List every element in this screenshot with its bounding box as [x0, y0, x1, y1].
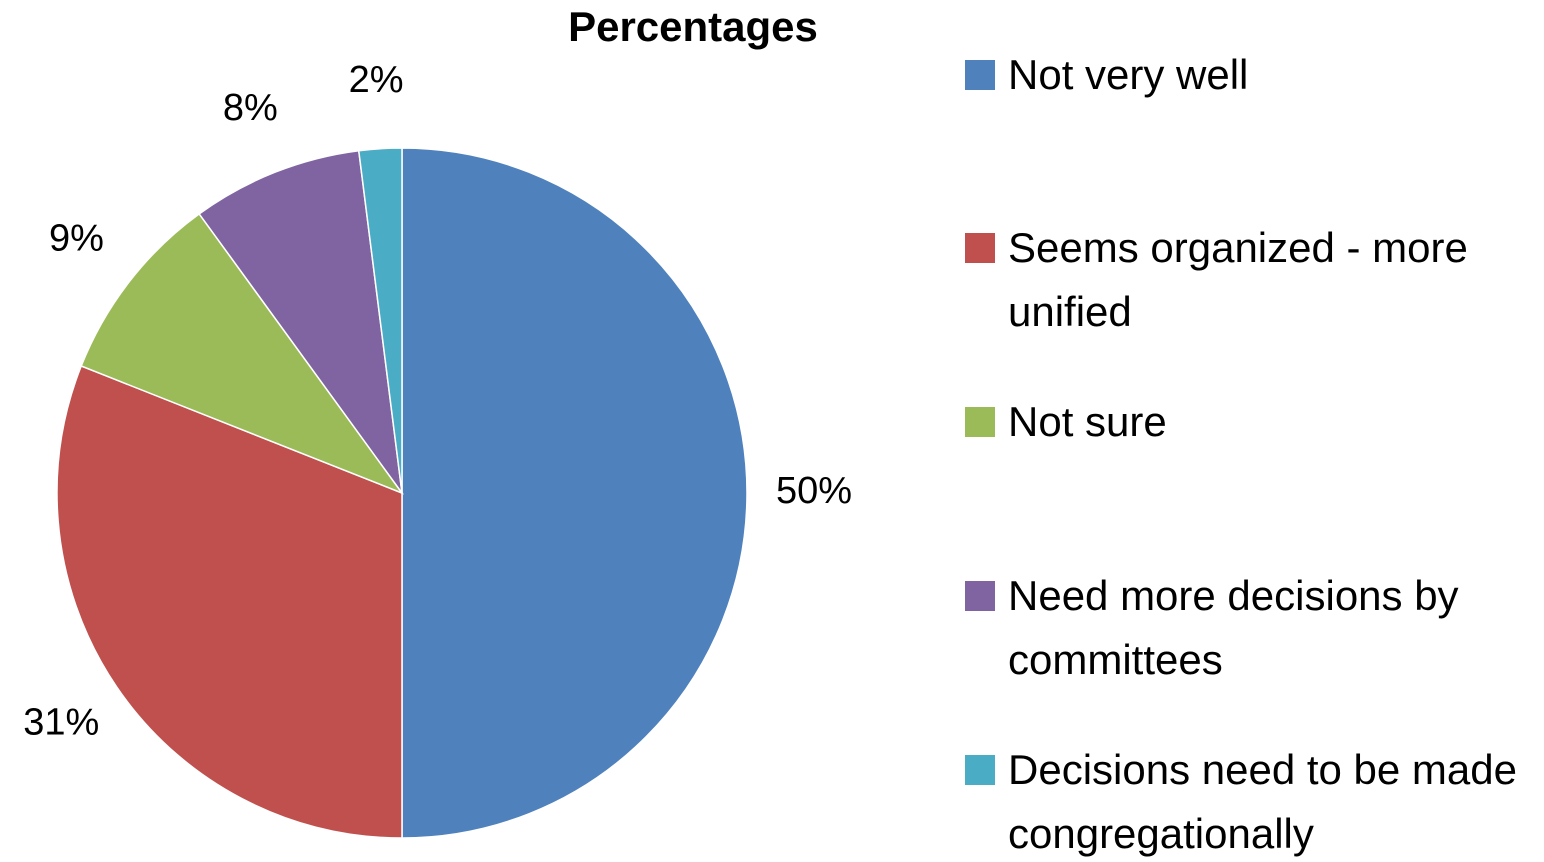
data-label: 50%: [776, 470, 852, 512]
legend-label: Not sure: [1008, 398, 1167, 445]
data-label: 8%: [223, 87, 278, 129]
legend-swatch: [965, 755, 995, 785]
legend-swatch: [965, 60, 995, 90]
legend-label: Need more decisions by committees: [1008, 572, 1459, 683]
pie-slice: [401, 147, 748, 839]
legend-swatch: [965, 233, 995, 263]
pie-slice: [56, 365, 403, 839]
legend-swatch: [965, 581, 995, 611]
pie-slice: [198, 149, 403, 494]
data-label: 9%: [49, 218, 104, 260]
data-label: 31%: [23, 702, 99, 744]
chart-title: Percentages: [568, 3, 818, 50]
data-label: 2%: [349, 59, 404, 101]
pie-slice: [357, 147, 403, 494]
legend-label: Not very well: [1008, 51, 1249, 98]
pie-slice: [80, 212, 405, 495]
legend-label: Decisions need to be made congregational…: [1008, 746, 1517, 857]
legend-label: Seems organized - more unified: [1008, 224, 1468, 335]
legend-swatch: [965, 407, 995, 437]
